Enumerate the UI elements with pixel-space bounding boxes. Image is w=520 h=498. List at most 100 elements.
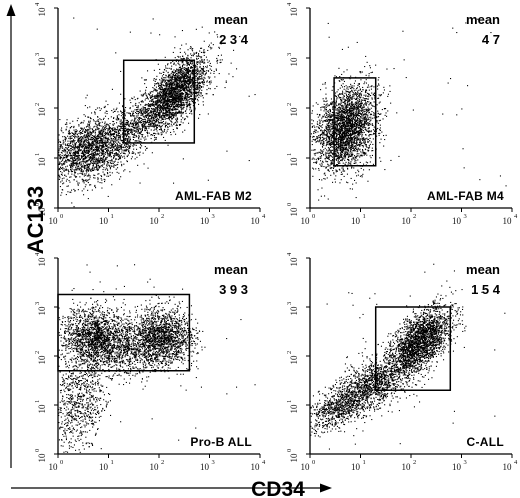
event-dot bbox=[186, 77, 188, 79]
event-dot bbox=[106, 165, 108, 167]
event-dot bbox=[168, 75, 170, 77]
event-dot bbox=[147, 114, 149, 116]
event-dot bbox=[187, 78, 189, 80]
event-dot bbox=[174, 97, 176, 99]
event-dot bbox=[161, 86, 163, 88]
event-dot bbox=[167, 90, 169, 92]
event-dot bbox=[171, 86, 173, 88]
event-dot bbox=[140, 120, 142, 122]
event-dot bbox=[192, 65, 194, 67]
event-dot bbox=[143, 122, 145, 124]
event-dot bbox=[147, 167, 149, 169]
event-dot bbox=[155, 79, 157, 81]
event-dot bbox=[155, 119, 157, 121]
event-dot bbox=[196, 74, 198, 76]
event-dot bbox=[200, 95, 202, 97]
event-dot bbox=[149, 104, 151, 106]
event-dot bbox=[184, 88, 186, 90]
event-dot bbox=[137, 120, 139, 122]
event-dot bbox=[191, 85, 193, 87]
event-dot bbox=[200, 78, 202, 80]
event-dot bbox=[167, 63, 169, 65]
event-dot bbox=[154, 85, 156, 87]
event-dot bbox=[130, 128, 132, 130]
event-dot bbox=[68, 171, 70, 173]
event-dot bbox=[96, 143, 98, 145]
event-dot bbox=[158, 133, 160, 135]
event-dot bbox=[172, 83, 174, 85]
event-dot bbox=[146, 132, 148, 134]
event-dot bbox=[158, 100, 160, 102]
event-dot bbox=[191, 72, 193, 74]
event-dot bbox=[86, 150, 88, 152]
event-dot bbox=[203, 79, 205, 81]
event-dot bbox=[106, 144, 108, 146]
event-dot bbox=[158, 92, 160, 94]
event-dot bbox=[99, 160, 101, 162]
event-dot bbox=[176, 124, 178, 126]
event-dot bbox=[187, 71, 189, 73]
event-dot bbox=[98, 140, 100, 142]
event-dot bbox=[177, 55, 179, 57]
event-dot bbox=[89, 176, 91, 178]
event-dot bbox=[161, 102, 163, 104]
event-dot bbox=[185, 68, 187, 70]
event-dot bbox=[163, 107, 165, 109]
event-dot bbox=[77, 157, 79, 159]
event-dot bbox=[87, 189, 89, 191]
event-dot bbox=[133, 115, 135, 117]
event-dot bbox=[182, 113, 184, 115]
event-dot bbox=[190, 77, 192, 79]
event-dot bbox=[71, 189, 73, 191]
event-dot bbox=[159, 106, 161, 108]
event-dot bbox=[178, 91, 180, 93]
event-dot bbox=[148, 126, 150, 128]
event-dot bbox=[173, 100, 175, 102]
event-dot bbox=[185, 98, 187, 100]
event-dot bbox=[87, 179, 89, 181]
event-dot bbox=[176, 77, 178, 79]
event-dot bbox=[167, 100, 169, 102]
event-dot bbox=[202, 104, 204, 106]
event-dot bbox=[181, 96, 183, 98]
event-dot bbox=[131, 131, 133, 133]
event-dot bbox=[157, 102, 159, 104]
event-dot bbox=[132, 123, 134, 125]
event-dot bbox=[117, 127, 119, 129]
event-dot bbox=[153, 88, 155, 90]
event-dot bbox=[203, 59, 205, 61]
event-dot bbox=[98, 136, 100, 138]
event-dot bbox=[183, 57, 185, 59]
event-dot bbox=[173, 84, 175, 86]
event-dot bbox=[196, 62, 198, 64]
event-dot bbox=[96, 125, 98, 127]
event-dot bbox=[64, 156, 66, 158]
event-dot bbox=[69, 149, 71, 151]
event-dot bbox=[181, 111, 183, 113]
event-dot bbox=[180, 86, 182, 88]
event-dot bbox=[98, 173, 100, 175]
event-dot bbox=[139, 117, 141, 119]
event-dot bbox=[220, 54, 222, 56]
event-dot bbox=[194, 81, 196, 83]
event-dot bbox=[82, 152, 84, 154]
event-dot bbox=[143, 126, 145, 128]
event-dot bbox=[90, 134, 92, 136]
event-dot bbox=[94, 139, 96, 141]
event-dot bbox=[118, 125, 120, 127]
event-dot bbox=[72, 170, 74, 172]
event-dot bbox=[114, 110, 116, 112]
event-dot bbox=[143, 93, 145, 95]
event-dot bbox=[164, 81, 166, 83]
event-dot bbox=[198, 103, 200, 105]
event-dot bbox=[149, 124, 151, 126]
event-dot bbox=[179, 78, 181, 80]
event-dot bbox=[61, 146, 63, 148]
event-dot bbox=[192, 89, 194, 91]
event-dot bbox=[163, 71, 165, 73]
event-dot bbox=[194, 85, 196, 87]
event-dot bbox=[144, 127, 146, 129]
event-dot bbox=[182, 89, 184, 91]
event-dot bbox=[178, 86, 180, 88]
event-dot bbox=[88, 156, 90, 158]
